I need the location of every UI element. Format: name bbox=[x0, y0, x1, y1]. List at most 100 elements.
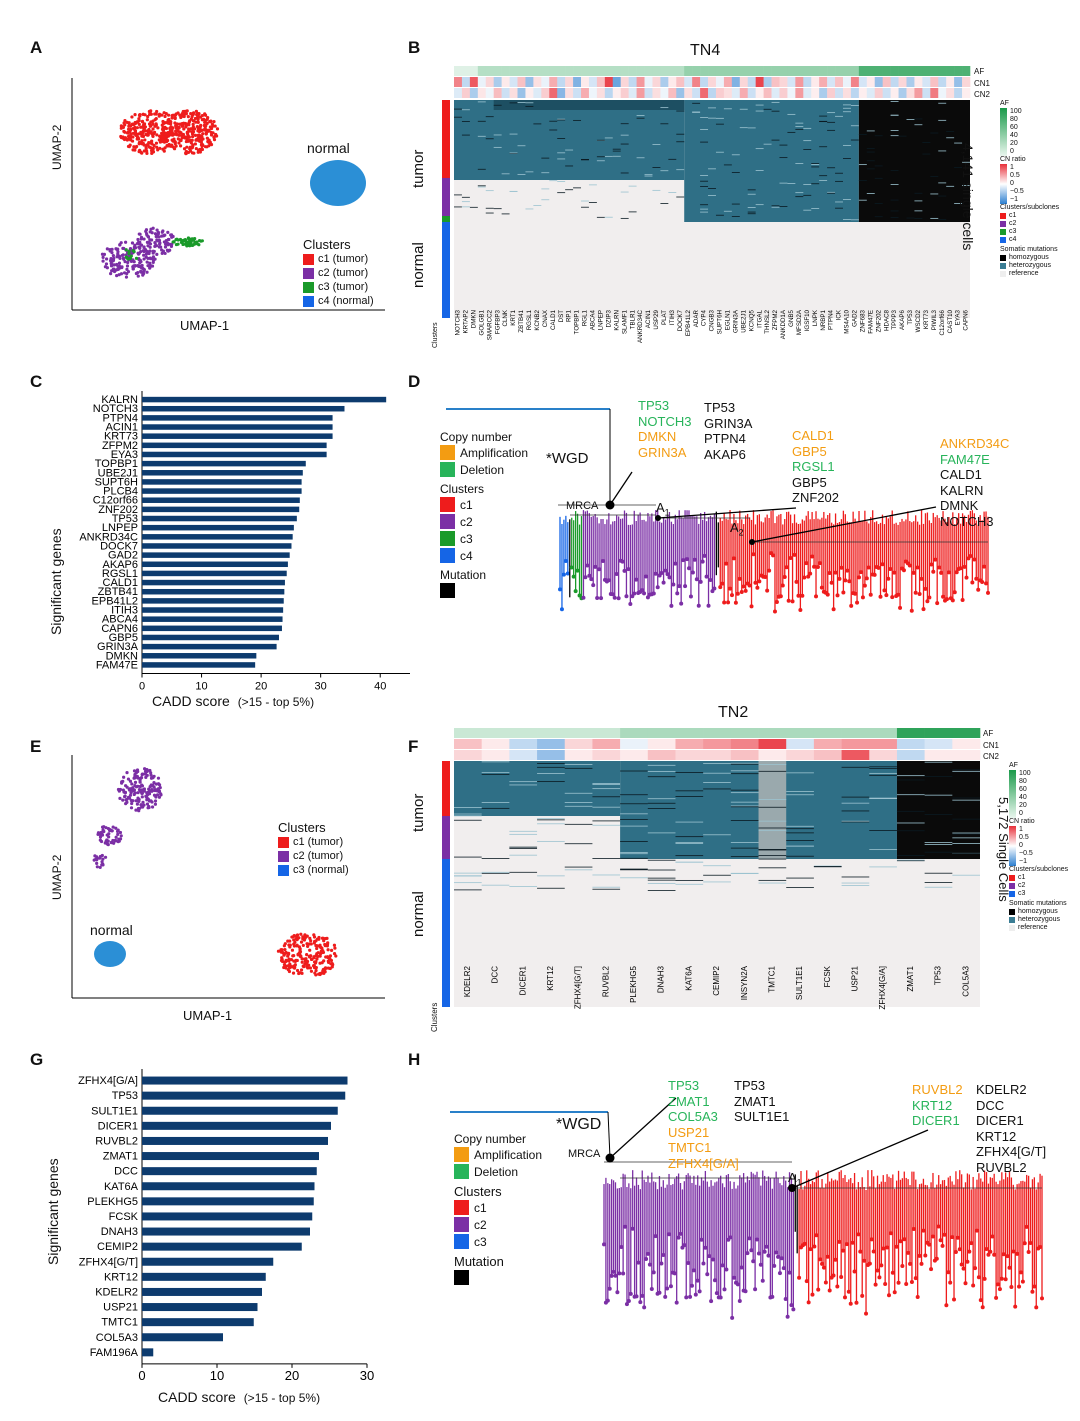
leaf-node bbox=[848, 1301, 853, 1306]
af-cell bbox=[636, 66, 645, 76]
legend-swatch bbox=[303, 267, 314, 279]
gene-column-label: ZMAT1 bbox=[906, 965, 915, 991]
cell-point-c1 bbox=[196, 117, 200, 121]
cn2-cell bbox=[477, 88, 487, 98]
leaf-node bbox=[974, 576, 979, 581]
cell-point-c3 bbox=[127, 251, 131, 256]
af-cell bbox=[898, 66, 907, 76]
cell-point-c1 bbox=[179, 131, 183, 135]
leaf-node bbox=[1003, 1277, 1008, 1282]
cell-point-c1 bbox=[310, 957, 314, 961]
gene-column-label: USP21 bbox=[851, 965, 860, 991]
cell-point-c1 bbox=[322, 939, 326, 943]
bar bbox=[142, 488, 302, 494]
cell-point-c2 bbox=[133, 246, 138, 250]
leaf-node bbox=[915, 565, 920, 570]
gene-column-label: ZFHX4[G/T] bbox=[574, 966, 583, 1009]
leaf-node bbox=[860, 1293, 865, 1298]
heatmap-streak bbox=[819, 115, 828, 117]
af-cell bbox=[581, 66, 590, 76]
heatmap-streak bbox=[588, 202, 597, 203]
cell-point-c1 bbox=[121, 135, 125, 139]
leaf-node bbox=[790, 599, 795, 604]
cell-point-c1 bbox=[295, 944, 299, 948]
gene-column-label: FCSK bbox=[823, 965, 832, 987]
cell-point-c1 bbox=[294, 937, 298, 941]
cell-point-c2 bbox=[145, 270, 149, 274]
af-cell bbox=[795, 66, 804, 76]
cell-point-c1 bbox=[164, 139, 168, 143]
x-tick-label: 30 bbox=[315, 681, 327, 693]
heatmap-streak bbox=[660, 170, 669, 172]
heatmap-streak bbox=[501, 213, 510, 215]
leaf-node bbox=[982, 564, 987, 569]
leaf-node bbox=[938, 1238, 943, 1243]
cell-point-c1 bbox=[167, 142, 171, 147]
heatmap-streak bbox=[525, 102, 534, 104]
cell-point-c2 bbox=[134, 808, 138, 812]
legend-label: c1 (tumor) bbox=[318, 253, 369, 265]
cell-point-c2 bbox=[155, 228, 159, 232]
cell-point-c2 bbox=[120, 265, 124, 270]
cell-point-c3 bbox=[171, 240, 175, 244]
heatmap-streak bbox=[730, 792, 759, 794]
leaf-node bbox=[779, 1256, 784, 1261]
bar bbox=[142, 1272, 266, 1281]
heatmap-streak bbox=[869, 866, 897, 868]
cell-point-c2 bbox=[125, 785, 129, 789]
leaf-node bbox=[591, 583, 596, 588]
cell-point-c2 bbox=[142, 257, 146, 261]
af-cell bbox=[647, 728, 676, 738]
umap-a-xlabel: UMAP-1 bbox=[180, 318, 230, 333]
heatmap-streak bbox=[803, 194, 812, 196]
heatmap-streak bbox=[730, 806, 759, 808]
heatmap-streak bbox=[841, 802, 870, 804]
mutation-block bbox=[684, 100, 859, 222]
cell-point-c1 bbox=[150, 139, 154, 143]
heatmap-streak bbox=[924, 761, 953, 763]
bar bbox=[142, 534, 293, 540]
cell-point-c1 bbox=[212, 119, 216, 124]
leaf-node bbox=[619, 1245, 624, 1250]
cluster-legend-label: c2 bbox=[1018, 882, 1026, 889]
legend-label: c1 (tumor) bbox=[293, 836, 344, 848]
leaf-node bbox=[756, 1251, 761, 1256]
legend-clusters-title: Clusters bbox=[440, 482, 485, 496]
cell-point-c2 bbox=[163, 233, 167, 237]
cell-point-c1 bbox=[127, 122, 131, 127]
cell-point-c1 bbox=[303, 937, 307, 941]
af-cell bbox=[684, 66, 693, 76]
heatmap-streak bbox=[755, 204, 764, 206]
cell-point-c1 bbox=[135, 126, 139, 130]
heatmap-streak bbox=[952, 852, 980, 854]
heatmap-streak bbox=[692, 112, 701, 113]
cell-point-c1 bbox=[192, 119, 196, 123]
leaf-node bbox=[911, 570, 916, 575]
gene-label: CALD1 bbox=[792, 428, 834, 443]
cell-point-c2 bbox=[155, 252, 159, 257]
category-label: ANKRD34C bbox=[79, 531, 138, 543]
leaf-node bbox=[854, 1300, 859, 1305]
heatmap-streak bbox=[565, 165, 574, 167]
leaf-node bbox=[835, 1284, 840, 1289]
cn1-cell bbox=[715, 77, 725, 87]
cell-point-c2 bbox=[147, 787, 151, 791]
heatmap-streak bbox=[454, 815, 482, 817]
leaf-node bbox=[587, 573, 592, 578]
leaf-node bbox=[698, 579, 703, 584]
a2-genes: ANKRD34C FAM47E CALD1 KALRN DMNK NOTCH3 bbox=[940, 436, 1009, 529]
cn1-cell bbox=[549, 77, 558, 87]
af-cell bbox=[715, 66, 725, 76]
cell-point-c2 bbox=[96, 831, 101, 835]
leaf-node bbox=[689, 1283, 694, 1288]
leaf-node bbox=[879, 1263, 884, 1268]
heatmap-streak bbox=[758, 830, 787, 832]
cell-point-c2 bbox=[134, 799, 138, 803]
heatmap-streak bbox=[620, 841, 648, 842]
cell-point-c2 bbox=[152, 780, 156, 785]
cell-point-c2 bbox=[93, 854, 97, 858]
cell-point-c2 bbox=[136, 251, 140, 255]
leaf-node bbox=[753, 580, 758, 585]
cell-point-c2 bbox=[131, 786, 135, 790]
bar bbox=[142, 1303, 258, 1312]
